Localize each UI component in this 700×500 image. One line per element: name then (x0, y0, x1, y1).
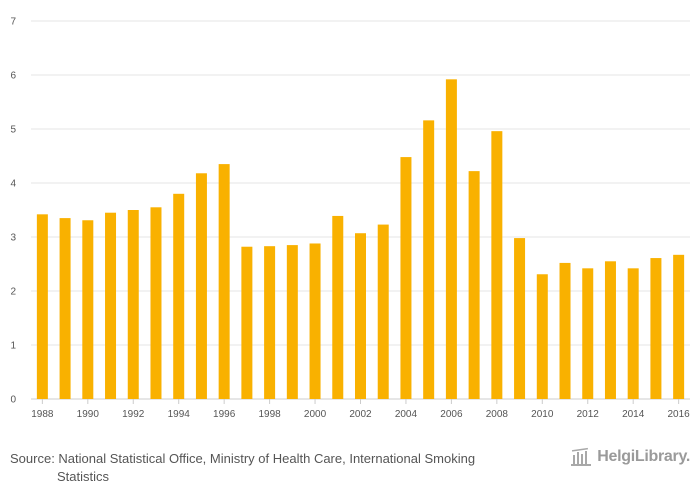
source-line-2: Statistics (57, 469, 110, 484)
y-tick-label: 5 (10, 125, 16, 136)
bar-1997[interactable] (241, 246, 253, 399)
brand-name: HelgiLibrary. (597, 448, 690, 465)
bar-2000[interactable] (309, 243, 321, 399)
bar-1996[interactable] (218, 164, 230, 399)
x-tick-label: 1994 (168, 409, 191, 420)
bar-2005[interactable] (423, 120, 435, 400)
bar-1994[interactable] (173, 193, 185, 399)
y-tick-label: 2 (10, 287, 16, 298)
y-tick-label: 6 (10, 71, 16, 82)
y-tick-label: 4 (10, 179, 16, 190)
x-tick-label: 2006 (440, 409, 463, 420)
bar-1989[interactable] (59, 218, 71, 399)
x-tick-label: 2014 (622, 409, 645, 420)
brand-logo[interactable]: HelgiLibrary. (570, 446, 690, 468)
y-axis-ticks: 0 1 2 3 4 5 6 7 (10, 17, 16, 406)
x-tick-label: 1988 (31, 409, 54, 420)
x-tick-label: 1998 (258, 409, 281, 420)
source-line-1: Source: National Statistical Office, Min… (10, 451, 476, 466)
bar-1999[interactable] (286, 245, 298, 399)
bar-2006[interactable] (445, 79, 457, 399)
bar-1995[interactable] (195, 173, 207, 399)
library-icon (571, 447, 592, 466)
x-tick-label: 2000 (304, 409, 327, 420)
bar-2016[interactable] (673, 254, 685, 399)
bar-2001[interactable] (332, 215, 344, 399)
bar-2010[interactable] (536, 274, 548, 399)
y-tick-label: 1 (10, 341, 16, 352)
bar-1998[interactable] (264, 246, 276, 399)
bar-chart: 0 1 2 3 4 5 6 7 1988 1990 1992 1994 1996 1998 2000 200… (10, 17, 690, 421)
y-tick-label: 0 (10, 395, 16, 406)
bar-2015[interactable] (650, 258, 662, 399)
y-tick-label: 7 (10, 17, 16, 28)
x-tick-label: 1996 (213, 409, 236, 420)
x-axis-ticks: 1988 1990 1992 1994 1996 1998 2000 2002 2004 2006… (31, 399, 690, 420)
bar-2011[interactable] (559, 262, 571, 399)
bar-2003[interactable] (377, 224, 389, 399)
bar-2014[interactable] (627, 268, 639, 399)
source-note: Source: National Statistical Office, Min… (10, 450, 550, 486)
bar-2004[interactable] (400, 157, 412, 399)
bar-1992[interactable] (127, 210, 139, 399)
x-tick-label: 2010 (531, 409, 554, 420)
x-tick-label: 1990 (77, 409, 100, 420)
bar-1991[interactable] (105, 212, 117, 399)
bar-2009[interactable] (514, 238, 526, 399)
x-tick-label: 1992 (122, 409, 145, 420)
bar-2002[interactable] (355, 233, 366, 399)
x-tick-label: 2002 (349, 409, 372, 420)
bar-2013[interactable] (604, 261, 616, 399)
bar-1990[interactable] (82, 220, 94, 399)
bars (36, 79, 685, 400)
bar-1988[interactable] (36, 214, 48, 399)
bar-2012[interactable] (582, 268, 594, 399)
bar-2008[interactable] (491, 131, 503, 399)
x-tick-label: 2012 (577, 409, 600, 420)
x-tick-label: 2008 (486, 409, 509, 420)
bar-1993[interactable] (150, 207, 162, 399)
bar-2007[interactable] (468, 171, 480, 399)
y-tick-label: 3 (10, 233, 16, 244)
x-tick-label: 2004 (395, 409, 418, 420)
x-tick-label: 2016 (668, 409, 691, 420)
